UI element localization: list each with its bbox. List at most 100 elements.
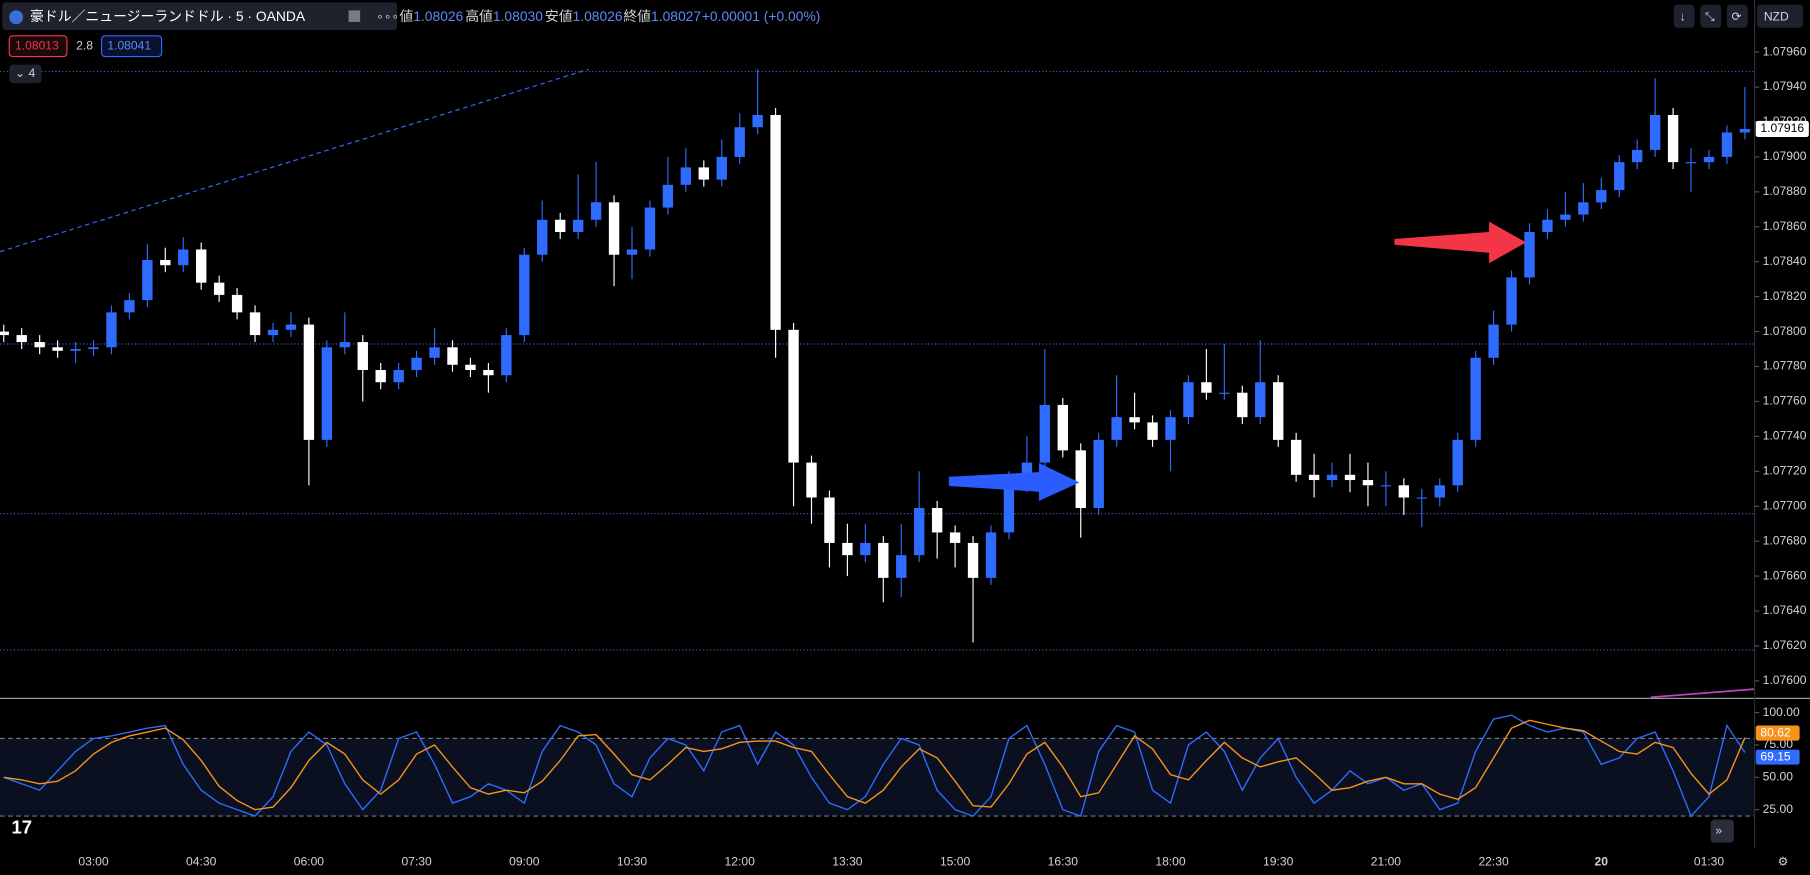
collapse-button[interactable] bbox=[1700, 4, 1722, 28]
x-tick-label: 13:30 bbox=[832, 854, 863, 868]
currency-button[interactable] bbox=[1756, 4, 1804, 28]
candle-body bbox=[1237, 392, 1248, 418]
candle-body bbox=[752, 114, 763, 128]
y-tick-label: 1.07880 bbox=[1763, 184, 1807, 198]
symbol[interactable]: 豪ドル／ニュージーランドドル · 5 · OANDA bbox=[30, 8, 306, 24]
candle-body bbox=[465, 364, 476, 371]
x-tick-label: 01:30 bbox=[1694, 854, 1725, 868]
blue-arrow bbox=[948, 462, 1080, 501]
x-tick-label: 09:00 bbox=[509, 854, 540, 868]
candle-body bbox=[716, 156, 727, 180]
candle-body bbox=[1649, 114, 1661, 150]
sell-button[interactable] bbox=[8, 35, 68, 58]
buy-price[interactable]: 1.08041 bbox=[107, 38, 151, 52]
y-tick-label: 1.07680 bbox=[1763, 533, 1807, 547]
candle-body bbox=[1452, 439, 1463, 486]
candle-body bbox=[1542, 219, 1553, 233]
candle-body bbox=[1003, 485, 1015, 533]
ohlc-value: 1.08030 bbox=[493, 8, 543, 24]
candle-body bbox=[339, 342, 350, 348]
candle-body bbox=[321, 347, 333, 440]
candle-body bbox=[1739, 128, 1751, 133]
indicators-toggle[interactable] bbox=[9, 64, 42, 84]
icon: ↓ bbox=[1680, 10, 1686, 24]
candle-body bbox=[1578, 202, 1589, 215]
more-icon[interactable]: ∘∘∘ bbox=[376, 10, 399, 24]
candle-body bbox=[393, 370, 404, 383]
candle-body bbox=[1111, 417, 1122, 440]
candle-body bbox=[1147, 422, 1158, 440]
refresh-button[interactable] bbox=[1726, 4, 1748, 28]
symbol-box[interactable] bbox=[2, 2, 398, 31]
candle-body bbox=[249, 312, 261, 336]
x-tick-label: 20 bbox=[1595, 854, 1609, 868]
candle-body bbox=[1362, 480, 1374, 486]
x-tick-label: 04:30 bbox=[186, 854, 217, 868]
candle-body bbox=[1614, 162, 1625, 191]
candle-body bbox=[70, 349, 81, 351]
x-tick-label: 21:00 bbox=[1371, 854, 1402, 868]
candle-body bbox=[1632, 149, 1643, 163]
x-tick-label: 15:00 bbox=[940, 854, 971, 868]
ohlc-value: 1.08027 bbox=[651, 8, 701, 24]
candle-body bbox=[52, 347, 63, 351]
candle-body bbox=[501, 335, 512, 376]
x-tick-label: 16:30 bbox=[1048, 854, 1079, 868]
candle-body bbox=[196, 249, 207, 283]
y-tick-label: 75.00 bbox=[1763, 737, 1794, 751]
settings-icon[interactable]: ⚙ bbox=[1778, 854, 1789, 868]
candle-body bbox=[34, 342, 45, 348]
osc-line bbox=[3, 714, 1746, 818]
spread: 2.8 bbox=[76, 38, 93, 52]
candle-body bbox=[447, 347, 458, 365]
ohlc-value: 1.08026 bbox=[413, 8, 463, 24]
buy-button[interactable] bbox=[101, 35, 163, 58]
indicators-count[interactable]: ⌄ 4 bbox=[15, 66, 36, 80]
sell-price[interactable]: 1.08013 bbox=[15, 38, 59, 52]
x-tick-label: 18:00 bbox=[1155, 854, 1186, 868]
ohlc-label: 値 bbox=[399, 8, 413, 24]
y-tick-label: 1.07700 bbox=[1763, 498, 1807, 512]
down-button[interactable] bbox=[1673, 4, 1695, 28]
candle-body bbox=[1721, 132, 1733, 157]
candle-body bbox=[1183, 382, 1194, 418]
candle-body bbox=[375, 370, 386, 383]
candle-body bbox=[519, 254, 530, 336]
candle-body bbox=[931, 507, 943, 533]
candle-body bbox=[1039, 404, 1051, 463]
candle-body bbox=[213, 282, 225, 295]
y-tick-label: 1.07820 bbox=[1763, 289, 1807, 303]
logo: 17 bbox=[12, 817, 33, 838]
candle-body bbox=[680, 167, 692, 185]
candle-body bbox=[1057, 404, 1068, 451]
candle-body bbox=[806, 462, 817, 498]
candle-body bbox=[267, 329, 279, 336]
candle-body bbox=[555, 219, 566, 233]
candle-body bbox=[914, 507, 925, 556]
scroll-button[interactable] bbox=[1710, 819, 1734, 843]
value-tag bbox=[1755, 749, 1800, 765]
candle-body bbox=[644, 207, 656, 250]
candle-body bbox=[1326, 474, 1338, 481]
value-tag-label: 80.62 bbox=[1760, 725, 1791, 739]
candle-body bbox=[1488, 324, 1499, 358]
candle-body bbox=[1165, 417, 1176, 440]
currency[interactable]: NZD bbox=[1764, 10, 1789, 24]
y-tick-label: 1.07860 bbox=[1763, 219, 1807, 233]
candle-body bbox=[626, 249, 638, 255]
candle-body bbox=[16, 335, 27, 343]
y-tick-label: 50.00 bbox=[1763, 769, 1794, 783]
y-tick-label: 1.07640 bbox=[1763, 603, 1807, 617]
candle-body bbox=[698, 167, 709, 180]
y-tick-label: 1.07900 bbox=[1763, 149, 1807, 163]
candle-body bbox=[303, 324, 315, 440]
candle-body bbox=[1685, 162, 1697, 164]
flag-icon[interactable] bbox=[348, 10, 361, 22]
x-tick-label: 07:30 bbox=[401, 854, 432, 868]
candle-body bbox=[1560, 214, 1571, 220]
candle-body bbox=[788, 329, 799, 463]
y-tick-label: 1.07940 bbox=[1763, 79, 1807, 93]
y-tick-label: 1.07840 bbox=[1763, 254, 1807, 268]
